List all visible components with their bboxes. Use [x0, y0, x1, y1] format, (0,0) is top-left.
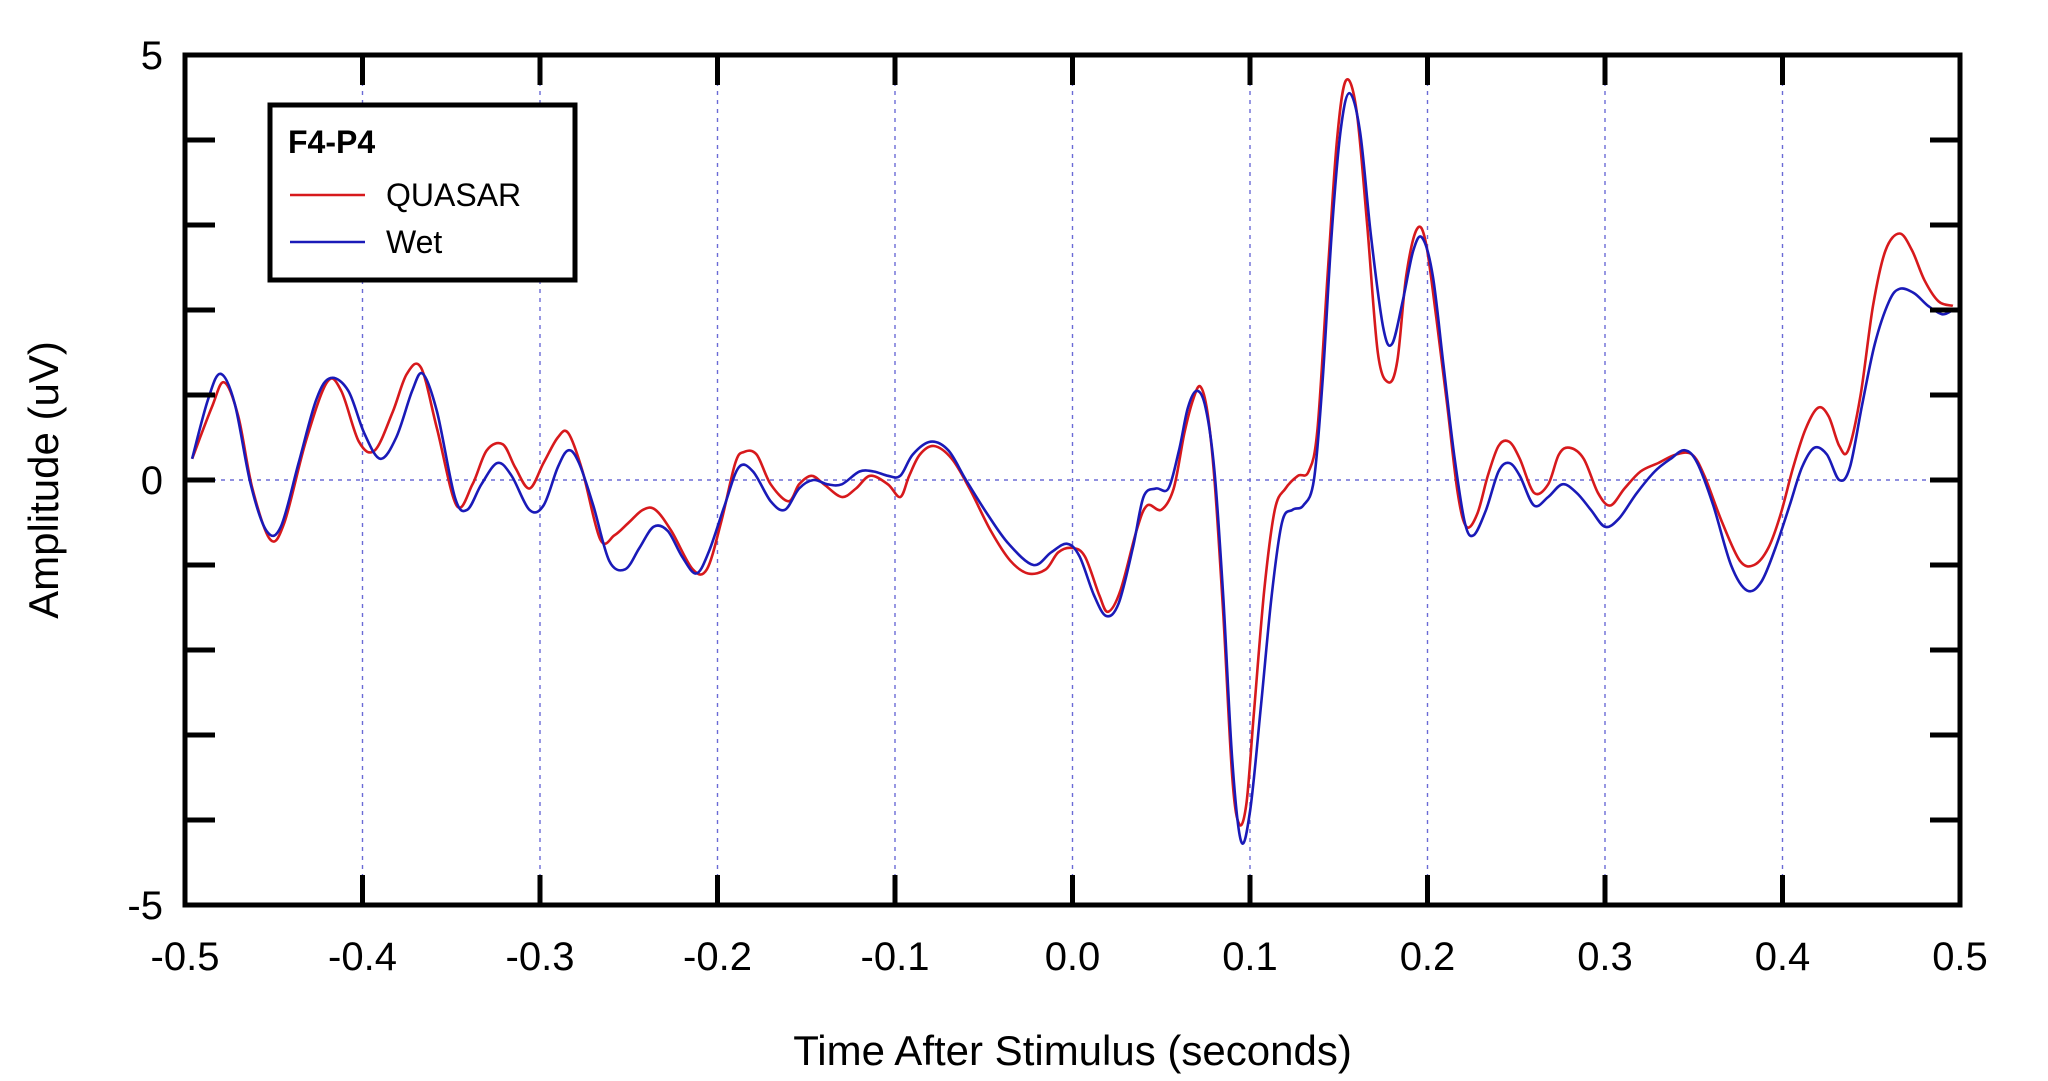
legend-entries: QUASAR Wet [290, 177, 521, 260]
x-tick-label: -0.1 [861, 935, 930, 979]
x-tick-label: 0.1 [1222, 935, 1278, 979]
legend-label-quasar: QUASAR [386, 177, 521, 213]
legend: F4-P4 QUASAR Wet [267, 102, 578, 283]
x-tick-label: 0.0 [1045, 935, 1101, 979]
grid-lines [185, 55, 1960, 905]
legend-title: F4-P4 [288, 124, 375, 160]
x-tick-label: 0.2 [1400, 935, 1456, 979]
legend-box [267, 102, 578, 283]
x-tick-label: -0.4 [328, 935, 397, 979]
y-tick-label: 0 [141, 459, 163, 503]
x-tick-label: -0.3 [506, 935, 575, 979]
axis-ticks [182, 52, 1963, 908]
x-tick-label: -0.5 [151, 935, 220, 979]
x-tick-label: 0.5 [1932, 935, 1988, 979]
y-tick-label: -5 [127, 884, 163, 928]
x-tick-label: -0.2 [683, 935, 752, 979]
x-tick-label: 0.3 [1577, 935, 1633, 979]
x-tick-label: 0.4 [1755, 935, 1811, 979]
y-tick-label: 5 [141, 34, 163, 78]
legend-label-wet: Wet [386, 224, 442, 260]
x-axis-title: Time After Stimulus (seconds) [793, 1027, 1352, 1074]
series-line-wet [190, 91, 1954, 845]
series-lines [190, 78, 1954, 845]
tick-labels: -0.5 -0.4 -0.3 -0.2 -0.1 0.0 0.1 0.2 0.3 0.4 0.5 5 0… [127, 34, 1987, 979]
y-axis-title: Amplitude (uV) [20, 341, 67, 619]
series-line-quasar [190, 78, 1954, 827]
